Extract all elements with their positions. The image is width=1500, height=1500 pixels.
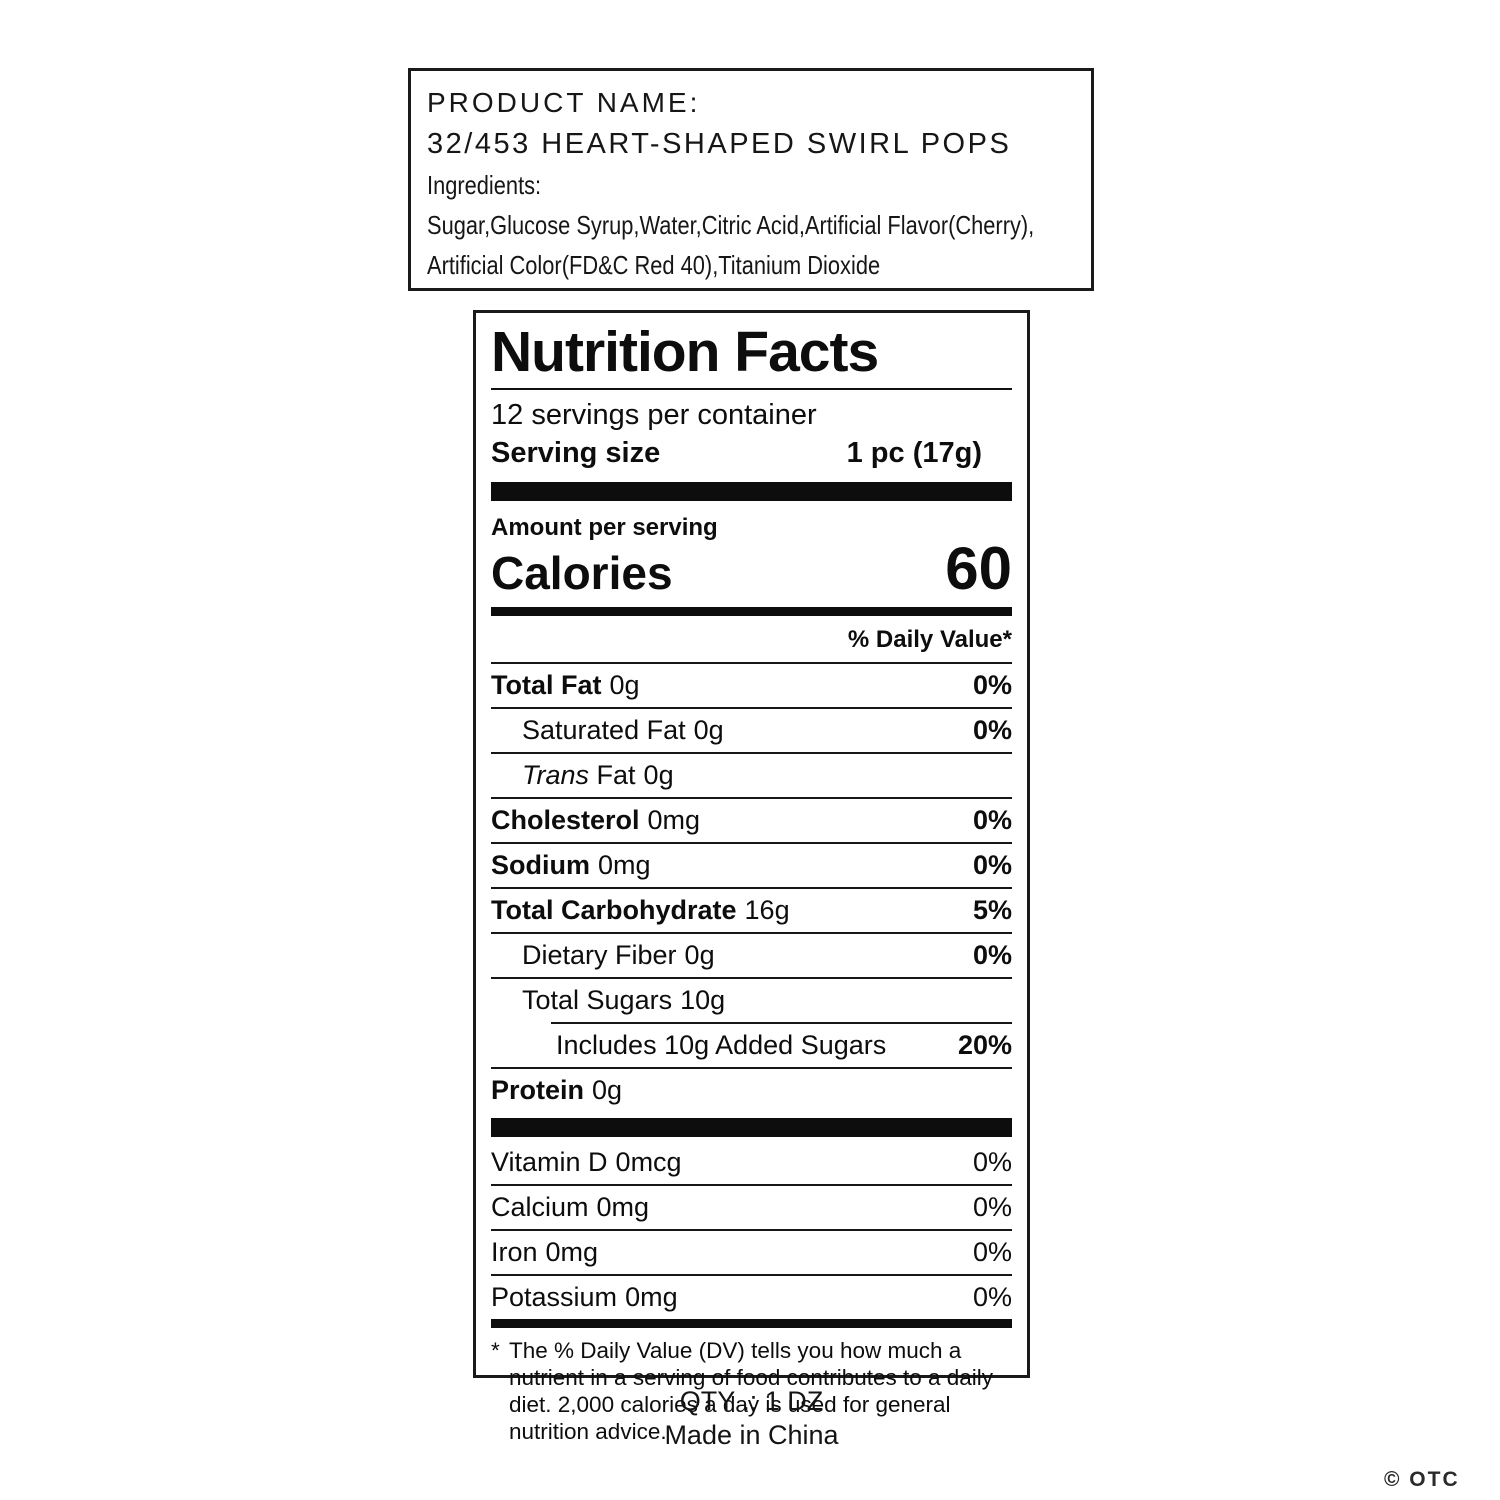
separator-bar-thick-top — [491, 482, 1012, 501]
quantity-text: QTY .: 1 DZ — [679, 1386, 824, 1416]
daily-value-footnote: * The % Daily Value (DV) tells you how m… — [491, 1328, 1012, 1445]
nutrient-row-trans-fat: Trans Fat 0g — [491, 752, 1012, 797]
dv-total-carbohydrate: 5% — [972, 895, 1012, 925]
ingredients-line-2: Artificial Color(FD&C Red 40),Titanium D… — [427, 250, 881, 280]
otc-watermark: © OTC — [1384, 1468, 1460, 1491]
added-sugars-divider — [551, 1022, 1012, 1024]
calories-label: Calories — [491, 547, 673, 599]
amount-per-serving-label: Amount per serving — [491, 514, 718, 541]
nutrient-row-total-fat: Total Fat 0g 0% — [491, 662, 1012, 707]
nutrient-row-cholesterol: Cholesterol 0mg 0% — [491, 797, 1012, 842]
dv-dietary-fiber: 0% — [972, 940, 1012, 970]
nutrient-row-protein: Protein 0g — [491, 1067, 1012, 1112]
dv-calcium: 0% — [972, 1192, 1012, 1222]
nutrient-row-total-sugars: Total Sugars 10g — [491, 977, 1012, 1022]
vitamin-row-calcium: Calcium 0mg 0% — [491, 1184, 1012, 1229]
nutrient-row-saturated-fat: Saturated Fat 0g 0% — [491, 707, 1012, 752]
footnote-text: The % Daily Value (DV) tells you how muc… — [509, 1338, 994, 1444]
ingredients-label: Ingredients: — [427, 170, 542, 200]
product-name-value: 32/453 HEART-SHAPED SWIRL POPS — [427, 128, 1012, 160]
separator-bar-medium-2 — [491, 1319, 1012, 1328]
nutrient-row-dietary-fiber: Dietary Fiber 0g 0% — [491, 932, 1012, 977]
dv-added-sugars: 20% — [957, 1030, 1012, 1060]
separator-bar-medium-1 — [491, 607, 1012, 616]
servings-per-container: 12 servings per container — [491, 399, 817, 431]
nutrition-facts-panel: Nutrition Facts 12 servings per containe… — [473, 310, 1030, 1444]
calories-row: Calories 60 — [491, 535, 1012, 607]
vitamin-row-potassium: Potassium 0mg 0% — [491, 1274, 1012, 1319]
vitamin-row-vitamin-d: Vitamin D 0mcg 0% — [491, 1147, 1012, 1177]
dv-total-fat: 0% — [972, 670, 1012, 700]
dv-potassium: 0% — [972, 1282, 1012, 1312]
dv-vitamin-d: 0% — [972, 1147, 1012, 1177]
title-divider — [491, 388, 1012, 390]
nutrient-row-total-carbohydrate: Total Carbohydrate 16g 5% — [491, 887, 1012, 932]
calories-value: 60 — [945, 535, 1012, 602]
footnote-asterisk: * — [491, 1338, 500, 1363]
separator-bar-thick-bottom — [491, 1118, 1012, 1137]
serving-size-row: Serving size 1 pc (17g) — [491, 432, 1012, 482]
vitamin-row-iron: Iron 0mg 0% — [491, 1229, 1012, 1274]
product-name-label: PRODUCT NAME: — [427, 87, 701, 118]
ingredients-line-1: Sugar,Glucose Syrup,Water,Citric Acid,Ar… — [427, 210, 1035, 240]
serving-size-label: Serving size — [491, 437, 661, 469]
dv-sodium: 0% — [972, 850, 1012, 880]
nutrient-row-added-sugars: Includes 10g Added Sugars 20% — [556, 1030, 1012, 1060]
dv-cholesterol: 0% — [972, 805, 1012, 835]
footer-text-block: QTY .: 1 DZ Made in China — [473, 1384, 1030, 1452]
serving-size-value: 1 pc (17g) — [846, 437, 982, 469]
nutrient-row-sodium: Sodium 0mg 0% — [491, 842, 1012, 887]
daily-value-header: % Daily Value* — [847, 626, 1012, 653]
dv-iron: 0% — [972, 1237, 1012, 1267]
origin-text: Made in China — [664, 1420, 839, 1450]
dv-saturated-fat: 0% — [972, 715, 1012, 745]
product-info-box: PRODUCT NAME: 32/453 HEART-SHAPED SWIRL … — [408, 68, 1094, 291]
nutrition-facts-title: Nutrition Facts — [491, 320, 879, 384]
